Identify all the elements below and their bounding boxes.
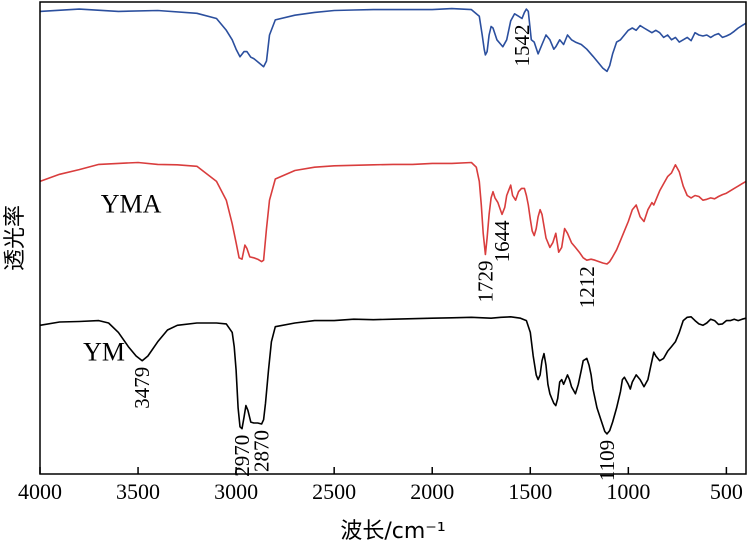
peak-label-yma-1644: 1644 [490,220,514,263]
series-line-ymb [39,7,747,73]
series-line-yma [39,161,747,265]
x-tick-label-1500: 1500 [508,479,552,504]
y-axis-label: 透光率 [3,205,28,271]
x-axis-ticks: 4000 3500 3000 2500 2000 1500 1000 500 [18,467,743,504]
series-line-ym [39,316,747,435]
peak-label-ym-2970: 2970 [230,435,254,477]
x-tick-label-500: 500 [710,479,743,504]
peak-label-ym-1109: 1109 [595,440,619,481]
label-layer: YMBYMAYM15421729164412123479297028701109 [83,0,619,481]
plot-frame [39,1,747,475]
series-layer [39,7,747,435]
series-label-ym: YM [83,337,125,366]
peak-label-ym-2870: 2870 [250,430,274,472]
x-tick-label-3500: 3500 [116,479,160,504]
x-tick-label-2500: 2500 [312,479,356,504]
peak-label-ymb-1542: 1542 [510,25,534,67]
x-axis-label: 波长/cm⁻¹ [340,519,445,544]
x-tick-label-3000: 3000 [214,479,258,504]
peak-label-ym-3479: 3479 [130,367,154,409]
peak-label-yma-1212: 1212 [575,266,599,308]
x-tick-label-1000: 1000 [606,479,650,504]
x-tick-label-2000: 2000 [410,479,454,504]
peak-label-yma-1729: 1729 [473,261,497,303]
x-tick-label-4000: 4000 [18,479,62,504]
series-label-yma: YMA [101,189,162,218]
